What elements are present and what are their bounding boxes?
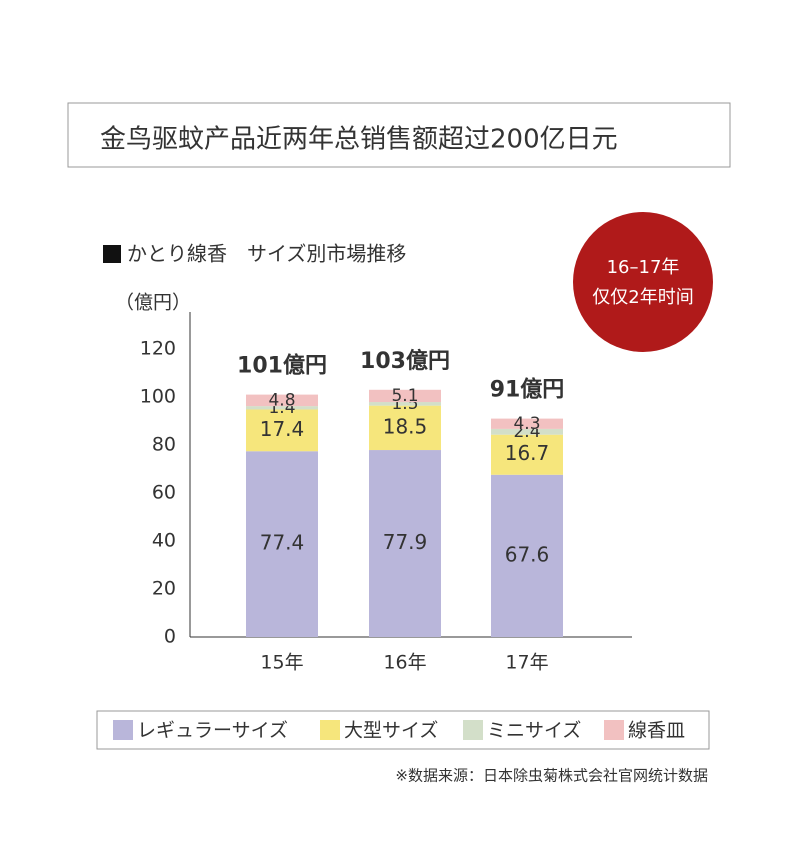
- y-tick-label: 100: [140, 386, 176, 408]
- y-tick-label: 60: [152, 482, 176, 504]
- data-label: 4.3: [513, 414, 540, 434]
- data-label: 5.1: [391, 386, 418, 406]
- bar-segment: [246, 451, 318, 637]
- source: ※数据来源：日本除虫菊株式会社官网统计数据: [395, 767, 708, 785]
- y-tick-label: 80: [152, 434, 176, 456]
- bar-segment: [369, 405, 441, 451]
- legend-label: 線香皿: [628, 720, 685, 742]
- bar-segment: [246, 409, 318, 452]
- bar-segment: [369, 389, 441, 403]
- bar-segment: [491, 434, 563, 475]
- legend-swatch: [113, 720, 133, 740]
- badge-text: 16–17年: [607, 257, 680, 278]
- legend-box: [96, 710, 710, 750]
- chart-title: かとり線香 サイズ別市場推移: [127, 242, 406, 266]
- total-label: 101億円: [237, 353, 327, 379]
- badge-text: 仅仅2年时间: [592, 287, 693, 308]
- y-tick-label: 0: [164, 626, 176, 648]
- page-title: 金鸟驱蚊产品近两年总销售额超过200亿日元: [100, 125, 618, 155]
- bar-segment: [491, 474, 563, 637]
- legend-label: ミニサイズ: [487, 720, 581, 742]
- title-box: [67, 102, 731, 168]
- bar-segment: [246, 406, 318, 410]
- data-label: 16.7: [505, 441, 550, 465]
- x-tick-label: 16年: [383, 652, 426, 674]
- x-tick-label: 15年: [260, 652, 303, 674]
- title-marker: [103, 245, 121, 263]
- bar-segment: [491, 418, 563, 429]
- data-label: 4.8: [268, 390, 295, 410]
- legend-swatch: [604, 720, 624, 740]
- legend-swatch: [320, 720, 340, 740]
- data-label: 77.9: [383, 530, 428, 554]
- bar-segment: [369, 450, 441, 637]
- data-label: 17.4: [260, 417, 305, 441]
- y-axis-label: （億円）: [115, 292, 191, 314]
- x-tick-label: 17年: [505, 652, 548, 674]
- legend-label: レギュラーサイズ: [137, 720, 288, 742]
- total-label: 103億円: [360, 348, 450, 374]
- bar-segment: [369, 402, 441, 406]
- bar-segment: [246, 394, 318, 407]
- data-label: 77.4: [260, 531, 305, 555]
- total-label: 91億円: [490, 377, 565, 403]
- y-tick-label: 120: [140, 338, 176, 360]
- y-tick-label: 40: [152, 530, 176, 552]
- data-label: 18.5: [383, 414, 428, 438]
- data-label: 67.6: [505, 542, 550, 566]
- bar-segment: [491, 428, 563, 435]
- y-tick-label: 20: [152, 578, 176, 600]
- legend-label: 大型サイズ: [344, 720, 438, 742]
- legend-swatch: [463, 720, 483, 740]
- badge: [573, 212, 713, 352]
